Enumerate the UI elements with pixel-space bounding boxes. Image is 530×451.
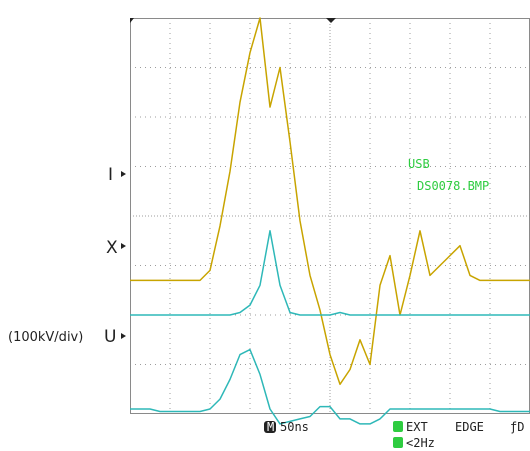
channel-u-marker — [121, 333, 126, 339]
trigger-frequency: <2Hz — [406, 436, 435, 450]
svg-text:X: X — [106, 238, 118, 258]
trigger-source-icon — [393, 421, 403, 432]
svg-text:U: U — [104, 327, 116, 347]
trace-i — [130, 17, 530, 386]
svg-text:I: I — [108, 165, 113, 185]
left-edge-marker — [130, 18, 134, 23]
channel-label-x: X — [106, 238, 126, 258]
channel-label-u: (100kV/div) U — [8, 327, 126, 347]
channel-i-marker — [121, 171, 126, 177]
frequency-icon — [393, 437, 403, 448]
file-name-label: DS0078.BMP — [417, 179, 489, 193]
trigger-source: EXT — [406, 420, 428, 434]
timebase-icon — [264, 421, 276, 433]
svg-text:(100kV/div): (100kV/div) — [8, 330, 83, 345]
status-bar: M 50ns EXT EDGE ƒD <2Hz — [264, 420, 524, 450]
channel-x-marker — [121, 243, 126, 249]
grid — [130, 18, 530, 414]
usb-label: USB — [408, 157, 430, 171]
svg-text:M: M — [267, 420, 274, 434]
trigger-slope: ƒD — [510, 420, 524, 434]
trace-u — [130, 348, 530, 425]
trace-x — [130, 230, 530, 316]
timebase-value: 50ns — [280, 420, 309, 434]
trigger-position-marker — [326, 18, 336, 23]
trigger-mode: EDGE — [455, 420, 484, 434]
channel-label-i: I — [108, 165, 126, 185]
